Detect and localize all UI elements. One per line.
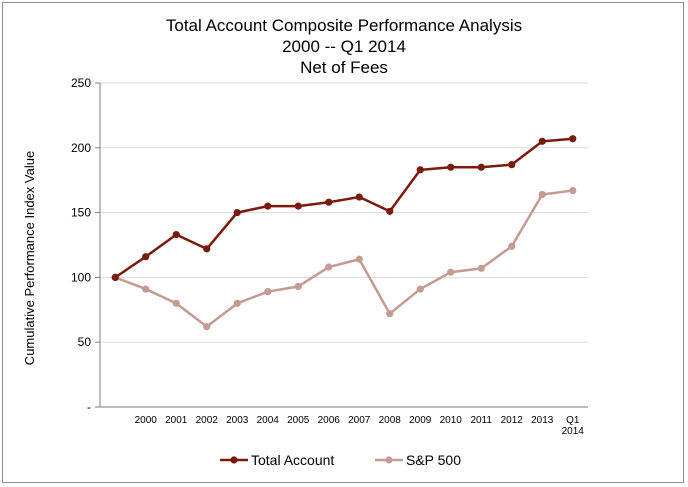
legend-item: Total Account: [220, 452, 334, 468]
legend-label: Total Account: [251, 452, 334, 468]
x-tick-label: 2006: [318, 415, 341, 426]
data-point: [386, 310, 394, 318]
y-tick-label: -: [87, 400, 91, 414]
chart-title-line-1: Total Account Composite Performance Anal…: [166, 16, 522, 35]
legend-swatch-marker: [230, 456, 238, 464]
legend: Total Account S&P 500: [220, 452, 461, 468]
y-tick-label: 100: [71, 270, 91, 284]
x-tick-label: 2002: [196, 415, 219, 426]
data-point: [477, 163, 485, 171]
x-tick-label: 2013: [531, 415, 554, 426]
data-point: [233, 209, 241, 217]
data-point: [416, 166, 424, 174]
x-tick-label: 2005: [287, 415, 310, 426]
x-tick-label: Q1: [566, 415, 580, 426]
chart-frame: [2, 2, 684, 483]
x-tick-label: 2014: [562, 426, 585, 437]
x-tick-labels: 2000 2001 2002 2003 2004 2005 2006 2007 2008 2009…: [135, 415, 585, 437]
data-point: [233, 299, 241, 307]
data-point: [172, 231, 180, 239]
series-group: [111, 135, 577, 331]
data-point: [447, 268, 455, 276]
data-point: [569, 186, 577, 195]
data-point: [294, 282, 302, 291]
data-point: [172, 299, 180, 307]
x-tick-label: 2012: [501, 415, 524, 426]
data-point: [386, 207, 394, 215]
data-point: [355, 193, 363, 201]
data-point: [264, 288, 272, 296]
legend-label: S&P 500: [406, 452, 461, 468]
series-line: [114, 137, 573, 279]
data-point: [538, 137, 546, 145]
chart-title-line-2: 2000 -- Q1 2014: [282, 37, 406, 56]
x-tick-label: 2003: [226, 415, 249, 426]
x-tick-label: 2004: [257, 415, 280, 426]
data-point: [294, 202, 302, 210]
data-point: [203, 245, 211, 253]
gridlines: [95, 82, 588, 408]
x-tick-label: 2009: [409, 415, 432, 426]
data-point: [569, 135, 577, 143]
data-point: [447, 163, 455, 171]
series-0: [111, 135, 577, 281]
series-line: [114, 189, 573, 328]
data-point: [355, 255, 363, 263]
series-1: [111, 186, 577, 331]
x-tick-label: 2008: [379, 415, 402, 426]
data-point: [111, 273, 119, 281]
chart-title: Total Account Composite Performance Anal…: [166, 16, 522, 77]
data-point: [508, 161, 516, 169]
y-tick-label: 250: [71, 76, 91, 90]
y-tick-label: 50: [78, 335, 92, 349]
x-tick-label: 2010: [440, 415, 463, 426]
legend-item: S&P 500: [375, 452, 461, 468]
legend-swatch-marker: [385, 456, 393, 464]
axes: [99, 83, 588, 408]
y-tick-labels: - 50 100 150 200 250: [71, 76, 91, 414]
data-point: [264, 202, 272, 210]
data-point: [142, 253, 150, 261]
x-tick-label: 2007: [348, 415, 371, 426]
data-point: [477, 264, 485, 272]
data-point: [416, 285, 424, 293]
data-point: [203, 323, 211, 331]
x-tick-label: 2001: [165, 415, 188, 426]
data-point: [538, 190, 546, 199]
x-tick-label: 2011: [470, 415, 492, 426]
chart-title-line-3: Net of Fees: [300, 58, 388, 77]
x-tick-label: 2000: [135, 415, 158, 426]
y-axis-label: Cumulative Performance Index Value: [22, 151, 37, 365]
data-point: [325, 198, 333, 206]
y-tick-label: 200: [71, 141, 91, 155]
data-point: [142, 285, 150, 293]
data-point: [325, 263, 333, 271]
data-point: [508, 242, 516, 250]
y-tick-label: 150: [71, 206, 91, 220]
